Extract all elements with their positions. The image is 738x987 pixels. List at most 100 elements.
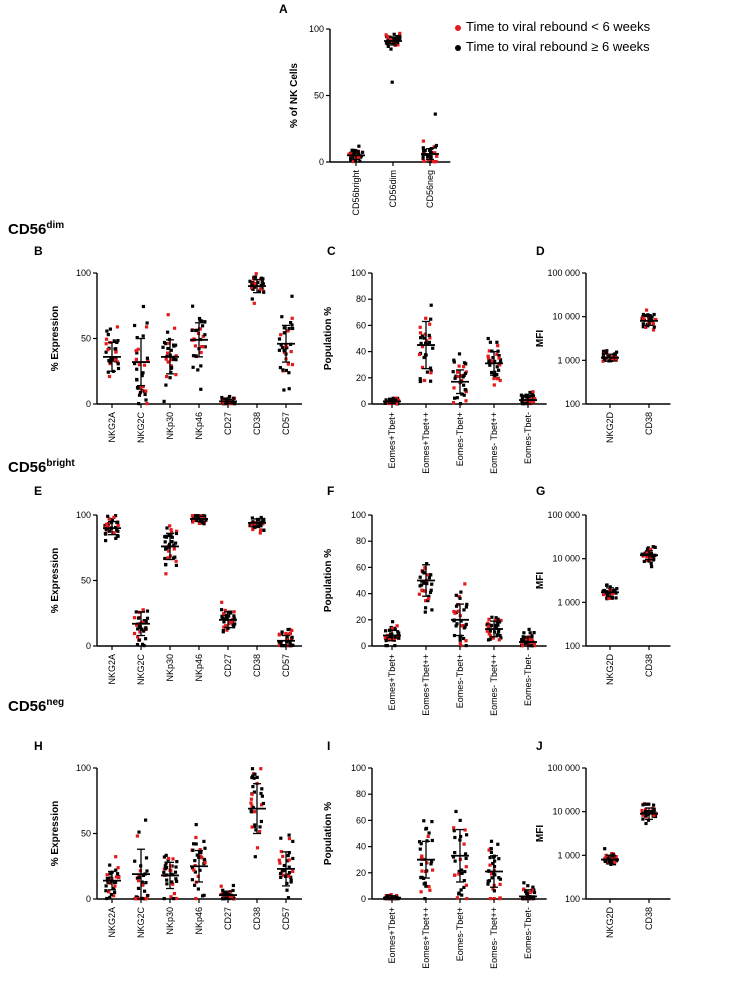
data-point: [196, 887, 200, 891]
data-point: [487, 879, 491, 883]
data-point: [137, 393, 142, 397]
data-point: [231, 623, 235, 627]
data-point: [174, 354, 178, 358]
x-tick-label: Eomes-Tbet-: [523, 654, 533, 706]
y-tick-label: 100 000: [547, 510, 580, 520]
data-point: [141, 642, 145, 646]
y-tick-label: 60: [356, 562, 366, 572]
legend-ge-label: Time to viral rebound ≥ 6 weeks: [466, 39, 650, 54]
data-point: [601, 359, 605, 363]
data-point: [455, 896, 459, 900]
data-point: [428, 590, 433, 595]
data-point: [134, 349, 138, 353]
data-point: [464, 883, 468, 887]
y-tick-label: 0: [86, 894, 91, 904]
data-point: [463, 388, 468, 392]
data-point: [229, 895, 234, 899]
data-point: [197, 316, 202, 321]
data-point: [498, 882, 502, 886]
data-point: [388, 638, 392, 642]
data-point: [280, 632, 284, 636]
data-point: [457, 891, 461, 895]
data-point: [233, 622, 237, 626]
data-point: [220, 608, 224, 612]
data-point: [260, 803, 264, 807]
data-point: [494, 616, 498, 620]
data-point: [167, 856, 171, 861]
panel-G: G 100 1 000 10 000 100 000 MFI NKG2D CD38: [535, 484, 671, 685]
data-point: [140, 880, 144, 884]
data-point: [137, 638, 142, 642]
data-point: [431, 160, 435, 164]
data-point: [528, 890, 532, 894]
data-point: [163, 535, 167, 539]
data-point: [201, 345, 205, 349]
data-point: [613, 860, 617, 864]
y-tick-label: 10 000: [552, 312, 580, 322]
data-point: [649, 561, 653, 565]
data-point: [462, 365, 466, 369]
y-tick-label: 80: [356, 294, 366, 304]
data-point: [222, 620, 226, 624]
data-point: [349, 156, 353, 160]
x-tick-label: NKG2C: [136, 907, 146, 939]
data-point: [135, 834, 139, 838]
data-point: [201, 521, 205, 525]
data-point: [386, 44, 390, 48]
data-point: [430, 608, 434, 612]
panel-label-G: G: [536, 484, 545, 498]
data-point: [422, 149, 427, 153]
data-point: [175, 529, 179, 533]
data-point: [287, 858, 291, 862]
data-point: [201, 334, 205, 338]
data-point: [108, 327, 112, 331]
data-point: [418, 575, 422, 579]
data-point: [530, 638, 534, 642]
x-tick-label: NKG2C: [136, 654, 146, 686]
data-point: [135, 351, 139, 355]
data-point: [281, 368, 285, 372]
data-point: [108, 529, 112, 533]
data-point: [421, 153, 425, 157]
data-point: [191, 848, 195, 852]
data-point: [645, 550, 649, 554]
data-point: [456, 375, 460, 379]
data-point: [164, 547, 168, 551]
data-point: [451, 370, 455, 374]
data-point: [141, 620, 145, 625]
data-point: [132, 616, 137, 620]
data-point: [397, 398, 401, 402]
data-point: [259, 819, 263, 824]
data-point: [525, 637, 529, 641]
y-tick-label: 20: [356, 615, 366, 625]
data-point: [191, 304, 195, 308]
data-point: [458, 635, 462, 639]
data-point: [533, 397, 537, 401]
data-point: [114, 514, 118, 518]
y-axis-label: MFI: [535, 330, 546, 347]
data-point: [286, 854, 290, 858]
data-point: [219, 884, 223, 888]
y-tick-label: 10 000: [552, 554, 580, 564]
data-point: [250, 286, 254, 290]
data-point: [142, 363, 147, 367]
panel-B: B 0 50 100 % Expression NKG2A NKG2C NKp30 NKp46 C…: [34, 244, 302, 443]
data-point: [105, 522, 109, 526]
y-tick-label: 0: [86, 641, 91, 651]
data-point: [133, 362, 137, 366]
data-point: [143, 392, 147, 397]
data-point: [418, 840, 422, 844]
data-point: [354, 159, 358, 163]
data-point: [420, 365, 425, 369]
data-point: [137, 402, 141, 406]
data-point: [454, 604, 459, 608]
data-point: [463, 870, 467, 874]
y-axis-label: MFI: [535, 825, 546, 842]
data-point: [287, 833, 291, 837]
data-point: [462, 842, 466, 846]
data-point: [423, 610, 427, 614]
data-point: [397, 636, 401, 640]
data-point: [172, 357, 176, 361]
data-point: [116, 339, 120, 343]
x-tick-label: CD38: [252, 412, 262, 435]
